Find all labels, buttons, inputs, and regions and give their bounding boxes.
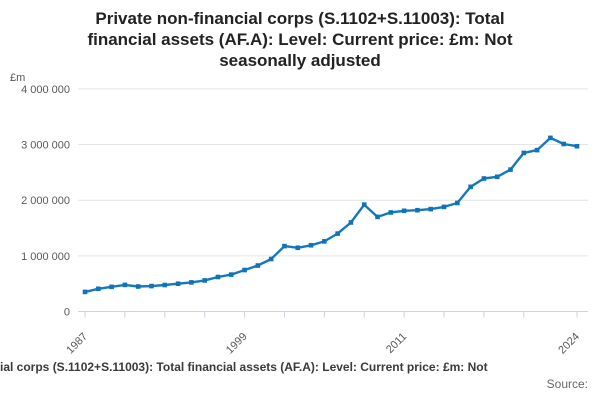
y-tick-labels: 0 1 000 000 2 000 000 3 000 000 4 000 000 (21, 84, 70, 319)
data-point-marker (122, 282, 128, 288)
data-point-marker (348, 220, 354, 225)
data-point-marker (401, 208, 407, 214)
data-point-marker (282, 243, 287, 249)
data-point-marker (135, 284, 141, 289)
data-point-marker (268, 256, 274, 262)
x-tick-label: 1999 (224, 331, 250, 355)
data-point-marker (95, 286, 101, 292)
data-point-marker (189, 280, 194, 285)
data-point-marker (361, 202, 367, 207)
x-tick-labels: 1987 1999 2011 2024 (64, 331, 582, 355)
data-point-marker (149, 283, 154, 289)
data-point-marker (215, 274, 221, 280)
data-point-marker (162, 282, 168, 288)
data-point-marker (322, 239, 327, 244)
data-point-marker (242, 267, 247, 273)
x-tick-label: 2011 (384, 331, 409, 355)
y-tick-label: 4 000 000 (21, 84, 70, 96)
chart-title-line-2: financial assets (AF.A): Level: Current … (87, 30, 513, 49)
data-point-marker (388, 210, 394, 215)
data-point-marker (295, 245, 301, 251)
x-tick-label: 2024 (556, 331, 582, 355)
data-point-marker (109, 284, 114, 290)
data-point-marker (82, 289, 88, 295)
data-point-marker (508, 167, 513, 172)
data-series (82, 135, 580, 295)
data-point-marker (534, 147, 540, 153)
data-point-marker (481, 176, 487, 181)
chart-plot-area: £m 0 1 000 000 2 000 000 3 000 000 4 000 000… (10, 72, 588, 355)
y-tick-label: 0 (64, 307, 70, 319)
source-label: Source: (546, 377, 588, 391)
x-tick-label: 1987 (64, 331, 90, 355)
data-point-marker (335, 231, 340, 236)
data-point-marker (428, 206, 434, 212)
data-point-marker (415, 207, 420, 213)
x-axis (78, 311, 588, 318)
y-tick-label: 2 000 000 (21, 195, 70, 207)
gridlines (78, 88, 588, 257)
data-point-marker (202, 278, 207, 283)
y-axis-unit-label: £m (10, 72, 25, 84)
chart-title: Private non-financial corps (S.1102+S.11… (20, 8, 580, 71)
data-point-marker (175, 281, 181, 287)
data-point-marker (375, 214, 380, 220)
data-series-line (83, 136, 579, 294)
chart-title-line-3: seasonally adjusted (219, 51, 381, 70)
data-point-marker (468, 184, 473, 190)
data-point-marker (308, 242, 314, 248)
data-point-marker (521, 150, 527, 156)
footer-series-legend: ial corps (S.1102+S.11003): Total financ… (0, 360, 488, 374)
data-point-marker (255, 263, 261, 268)
data-point-marker (574, 143, 580, 149)
y-tick-label: 1 000 000 (21, 251, 70, 263)
data-point-marker (228, 272, 234, 277)
data-point-marker (455, 200, 460, 206)
data-point-marker (548, 135, 553, 141)
chart-title-line-1: Private non-financial corps (S.1102+S.11… (95, 9, 505, 28)
data-point-marker (561, 141, 566, 147)
y-tick-label: 3 000 000 (21, 140, 70, 152)
data-point-marker (441, 204, 447, 210)
data-point-marker (494, 174, 500, 180)
